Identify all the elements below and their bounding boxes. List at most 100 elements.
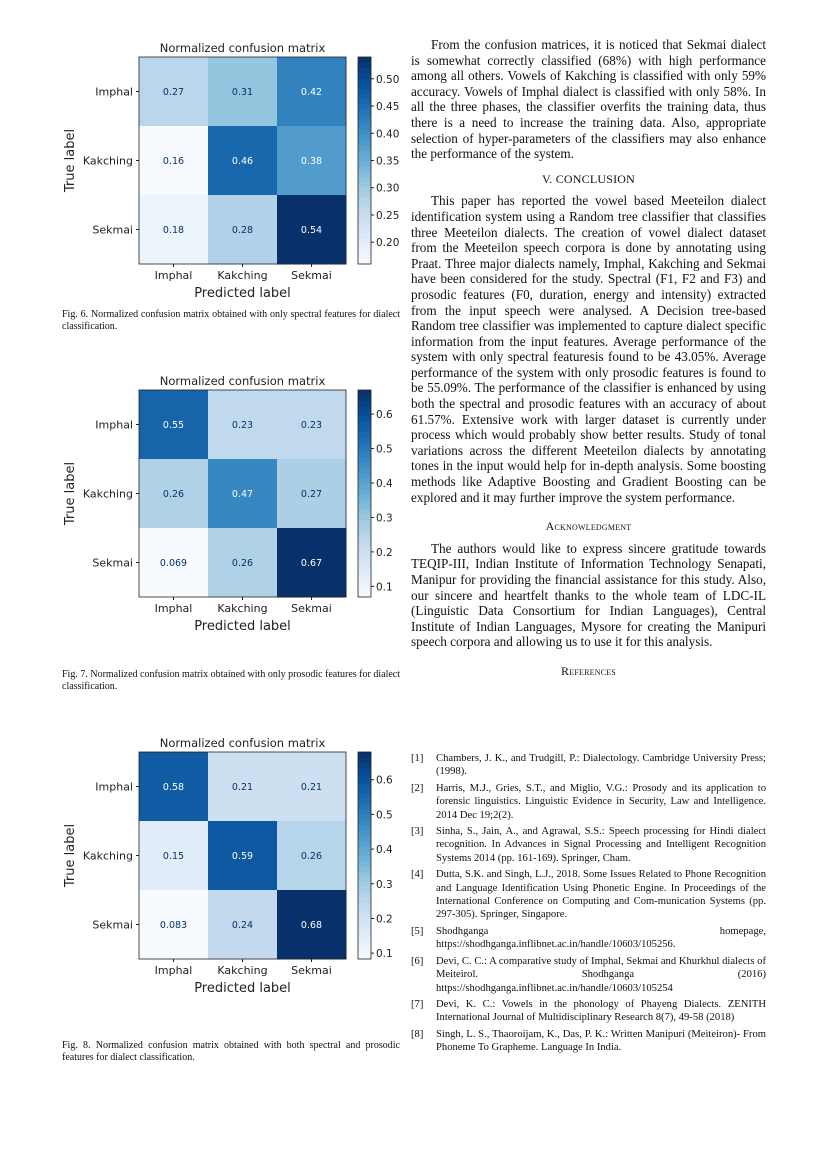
cell-value-label: 0.21 <box>232 782 253 793</box>
heatmap-cell <box>277 195 347 265</box>
colorbar-segment <box>358 855 371 862</box>
colorbar-segment <box>358 938 371 945</box>
colorbar-segment <box>358 483 371 489</box>
acknowledgment-heading: Acknowledgment <box>545 519 632 534</box>
y-tick-label: Kakching <box>83 155 133 168</box>
x-tick-label: Sekmai <box>291 964 332 977</box>
colorbar-tick-label: 0.2 <box>376 913 393 925</box>
y-tick-label: Imphal <box>95 781 133 794</box>
colorbar-segment <box>358 191 371 198</box>
cell-value-label: 0.16 <box>163 156 184 167</box>
colorbar-segment <box>358 472 371 479</box>
x-tick-label: Kakching <box>217 269 267 282</box>
chart-title: Normalized confusion matrix <box>160 41 326 55</box>
colorbar-tick-label: 0.1 <box>376 581 393 593</box>
reference-number: [8] <box>411 1028 424 1040</box>
acknowledgment-paragraph: The authors would like to express sincer… <box>411 540 766 650</box>
colorbar-segment <box>358 457 371 464</box>
colorbar-segment <box>358 196 371 203</box>
colorbar-segment <box>358 565 371 572</box>
colorbar-segment <box>358 113 371 120</box>
colorbar-segment <box>358 452 371 458</box>
reference-item: [7] Devi, K. C.: Vowels in the phonology … <box>411 998 766 1025</box>
figure-6-caption: Fig. 6. Normalized confusion matrix obta… <box>62 309 400 332</box>
colorbar-segment <box>358 426 371 432</box>
colorbar-segment <box>358 891 371 898</box>
colorbar-frame <box>357 751 372 960</box>
reference-text: Shodhganga homepage, https://shodhganga.… <box>436 925 766 951</box>
cell-value-label: 0.55 <box>163 420 184 431</box>
colorbar-segment <box>358 207 371 213</box>
figure-6-confusion-matrix: Normalized confusion matrix 0.27 0.31 0.42 0… <box>60 40 400 302</box>
references-heading: References <box>561 663 616 678</box>
colorbar-segment <box>358 170 371 177</box>
cell-value-label: 0.18 <box>163 225 184 236</box>
cell-value-label: 0.28 <box>232 225 253 236</box>
y-tick-label: Imphal <box>95 419 133 432</box>
x-tick-label: Kakching <box>217 964 267 977</box>
colorbar-segment <box>358 808 371 815</box>
y-tick-label: Sekmai <box>92 224 133 237</box>
colorbar-segment <box>358 839 371 846</box>
right-column: From the confusion matrices, it is notic… <box>411 37 766 686</box>
colorbar-segment <box>358 917 371 924</box>
colorbar-segment <box>358 67 371 74</box>
colorbar-segment <box>358 834 371 841</box>
colorbar-segment <box>358 72 371 79</box>
colorbar-segment <box>358 871 371 877</box>
colorbar-segment <box>358 503 371 510</box>
colorbar-segment <box>358 534 371 541</box>
reference-text: Devi, C. C.: A comparative study of Imph… <box>436 955 766 994</box>
colorbar-segment <box>358 82 371 89</box>
colorbar-segment <box>358 129 371 136</box>
colorbar-segment <box>358 498 371 505</box>
colorbar-segment <box>358 488 371 495</box>
colorbar-segment <box>358 912 371 919</box>
colorbar-segment <box>358 876 371 882</box>
colorbar-segment <box>358 581 371 588</box>
colorbar-segment <box>358 395 371 401</box>
colorbar-segment <box>358 493 371 500</box>
y-tick-label: Kakching <box>83 850 133 863</box>
colorbar-segment <box>358 124 371 131</box>
cell-value-label: 0.24 <box>232 920 253 931</box>
colorbar-segment <box>358 524 371 531</box>
cell-value-label: 0.21 <box>301 782 322 793</box>
colorbar-tick-label: 0.30 <box>376 183 399 195</box>
colorbar-segment <box>358 400 371 407</box>
colorbar-segment <box>358 757 371 763</box>
colorbar-segment <box>358 953 371 960</box>
colorbar-tick-label: 0.20 <box>376 237 399 249</box>
x-axis-label: Predicted label <box>194 286 291 301</box>
colorbar-segment <box>358 788 371 794</box>
colorbar-segment <box>358 896 371 903</box>
colorbar-segment <box>358 165 371 172</box>
cell-value-label: 0.26 <box>301 851 322 862</box>
colorbar-segment <box>358 767 371 774</box>
colorbar-segment <box>358 248 371 255</box>
cell-value-label: 0.15 <box>163 851 184 862</box>
reference-text: Dutta, S.K. and Singh, L.J., 2018. Some … <box>436 869 766 921</box>
colorbar-tick-label: 0.6 <box>376 409 393 421</box>
colorbar-segment <box>358 907 371 914</box>
colorbar-segment <box>358 540 371 546</box>
heatmap-cell <box>277 126 347 196</box>
colorbar-segment <box>358 591 371 598</box>
colorbar-segment <box>358 576 371 583</box>
reference-item: [6] Devi, C. C.: A comparative study of I… <box>411 955 766 995</box>
colorbar-segment <box>358 529 371 536</box>
colorbar-segment <box>358 943 371 950</box>
heatmap-cell <box>139 528 209 598</box>
colorbar-segment <box>358 217 371 224</box>
colorbar-tick-label: 0.3 <box>376 879 393 891</box>
y-axis-label: True label <box>63 824 78 888</box>
colorbar-segment <box>358 227 371 234</box>
colorbar-segment <box>358 814 371 820</box>
y-tick-label: Imphal <box>95 86 133 99</box>
colorbar-segment <box>358 258 371 265</box>
heatmap-cell <box>277 57 347 127</box>
colorbar-segment <box>358 93 371 99</box>
colorbar-segment <box>358 819 371 826</box>
figure-7-caption: Fig. 7. Normalized confusion matrix obta… <box>62 669 400 692</box>
reference-item: [3] Sinha, S., Jain, A., and Agrawal, S.S… <box>411 825 766 865</box>
